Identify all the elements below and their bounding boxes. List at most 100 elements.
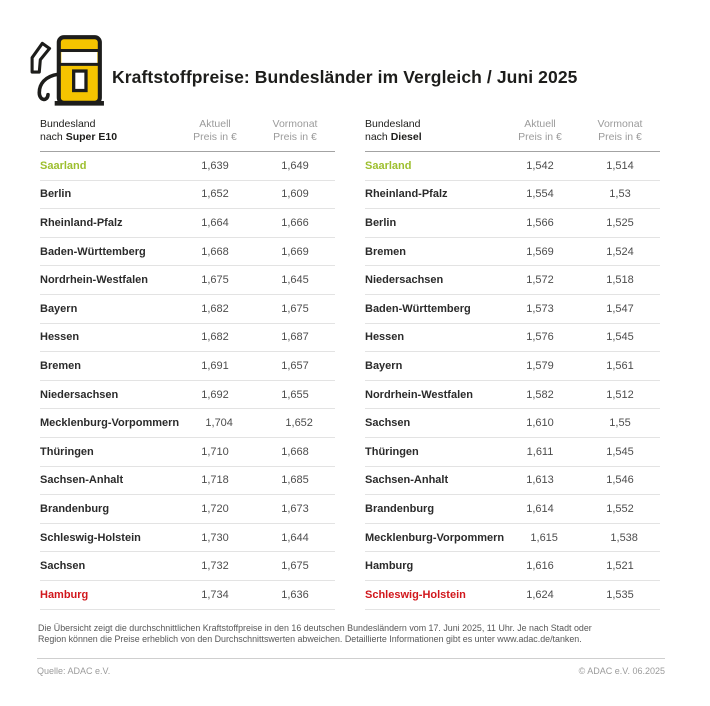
- price-aktuell: 1,611: [526, 445, 554, 458]
- price-aktuell: 1,614: [526, 502, 554, 515]
- price-vormonat: 1,669: [281, 245, 309, 258]
- price-vormonat: 1,675: [281, 302, 309, 315]
- column-header-bundesland: Bundesland nach Super E10: [40, 118, 118, 143]
- state-name: Hessen: [40, 331, 80, 344]
- state-name: Bremen: [40, 359, 81, 372]
- price-aktuell: 1,664: [201, 216, 229, 229]
- table-row: Schleswig-Holstein 1,624 1,535: [365, 581, 660, 610]
- price-vormonat: 1,545: [606, 331, 634, 344]
- table-row: Baden-Württemberg 1,573 1,547: [365, 295, 660, 324]
- price-aktuell: 1,718: [201, 474, 229, 487]
- price-vormonat: 1,538: [610, 531, 638, 544]
- price-vormonat: 1,552: [606, 502, 634, 515]
- page-header: Kraftstoffpreise: Bundesländer im Vergle…: [0, 0, 710, 110]
- price-aktuell: 1,569: [526, 245, 554, 258]
- state-name: Sachsen-Anhalt: [365, 474, 449, 487]
- table-row: Bayern 1,682 1,675: [40, 295, 335, 324]
- table-row: Saarland 1,639 1,649: [40, 152, 335, 181]
- state-name: Mecklenburg-Vorpommern: [40, 417, 180, 430]
- table-row: Berlin 1,566 1,525: [365, 209, 660, 238]
- fuel-name-label: Diesel: [390, 131, 422, 143]
- fuel-name-label: Super E10: [65, 131, 118, 143]
- price-vormonat: 1,666: [281, 216, 309, 229]
- state-name: Rheinland-Pfalz: [365, 188, 448, 201]
- pump-band-lines: [58, 48, 100, 66]
- price-vormonat: 1,53: [609, 188, 631, 201]
- price-table-super-e10: Bundesland nach Super E10 Aktuell Preis …: [40, 118, 335, 610]
- price-aktuell: 1,572: [526, 274, 554, 287]
- table-row: Thüringen 1,611 1,545: [365, 438, 660, 467]
- price-vormonat: 1,525: [606, 216, 634, 229]
- state-name: Bremen: [365, 245, 406, 258]
- price-aktuell: 1,710: [201, 445, 229, 458]
- column-header-vormonat: Vormonat Preis in €: [597, 118, 643, 143]
- table-row: Saarland 1,542 1,514: [365, 152, 660, 181]
- table-row: Nordrhein-Westfalen 1,582 1,512: [365, 381, 660, 410]
- price-aktuell: 1,613: [526, 474, 554, 487]
- table-body-super-e10: Saarland 1,639 1,649 Berlin 1,652 1,609 …: [40, 152, 335, 610]
- price-aktuell: 1,576: [526, 331, 554, 344]
- table-row: Mecklenburg-Vorpommern 1,704 1,652: [40, 409, 335, 438]
- table-row: Baden-Württemberg 1,668 1,669: [40, 238, 335, 267]
- price-vormonat: 1,685: [281, 474, 309, 487]
- price-aktuell: 1,692: [201, 388, 229, 401]
- source-label: Quelle: ADAC e.V.: [37, 665, 111, 676]
- state-name: Mecklenburg-Vorpommern: [365, 531, 505, 544]
- price-aktuell: 1,652: [201, 188, 229, 201]
- state-name: Thüringen: [365, 445, 419, 458]
- state-name: Nordrhein-Westfalen: [40, 274, 148, 287]
- price-aktuell: 1,579: [526, 359, 554, 372]
- price-aktuell: 1,615: [530, 531, 558, 544]
- table-row: Bremen 1,691 1,657: [40, 352, 335, 381]
- state-name: Baden-Württemberg: [40, 245, 146, 258]
- price-vormonat: 1,675: [281, 560, 309, 573]
- price-vormonat: 1,521: [606, 560, 634, 573]
- state-name: Bayern: [40, 302, 78, 315]
- fuel-pump-icon: [30, 35, 104, 106]
- price-vormonat: 1,655: [281, 388, 309, 401]
- price-vormonat: 1,524: [606, 245, 634, 258]
- column-header-aktuell: Aktuell Preis in €: [518, 118, 562, 143]
- price-aktuell: 1,691: [201, 359, 229, 372]
- table-row: Niedersachsen 1,572 1,518: [365, 266, 660, 295]
- price-vormonat: 1,673: [281, 502, 309, 515]
- price-vormonat: 1,535: [606, 588, 634, 601]
- table-row: Sachsen-Anhalt 1,718 1,685: [40, 467, 335, 496]
- price-vormonat: 1,561: [606, 359, 634, 372]
- state-name: Niedersachsen: [365, 274, 444, 287]
- state-name: Hamburg: [365, 560, 414, 573]
- column-header-bundesland: Bundesland nach Diesel: [365, 118, 422, 143]
- price-aktuell: 1,720: [201, 502, 229, 515]
- table-header-diesel: Bundesland nach Diesel Aktuell Preis in …: [365, 118, 660, 152]
- pump-hose-shape: [37, 72, 61, 102]
- price-aktuell: 1,624: [526, 588, 554, 601]
- price-vormonat: 1,514: [606, 159, 634, 172]
- pump-band-shape: [61, 52, 98, 64]
- table-row: Hessen 1,576 1,545: [365, 324, 660, 353]
- column-header-aktuell: Aktuell Preis in €: [193, 118, 237, 143]
- price-vormonat: 1,518: [606, 274, 634, 287]
- table-row: Bremen 1,569 1,524: [365, 238, 660, 267]
- state-name: Brandenburg: [40, 502, 110, 515]
- page-title: Kraftstoffpreise: Bundesländer im Vergle…: [112, 66, 578, 87]
- price-vormonat: 1,687: [281, 331, 309, 344]
- state-name: Saarland: [365, 159, 412, 172]
- state-name: Rheinland-Pfalz: [40, 216, 123, 229]
- state-name: Thüringen: [40, 445, 94, 458]
- state-name: Nordrhein-Westfalen: [365, 388, 473, 401]
- table-row: Brandenburg 1,614 1,552: [365, 495, 660, 524]
- price-vormonat: 1,547: [606, 302, 634, 315]
- price-aktuell: 1,675: [201, 274, 229, 287]
- table-row: Sachsen 1,610 1,55: [365, 409, 660, 438]
- price-vormonat: 1,649: [281, 159, 309, 172]
- price-vormonat: 1,645: [281, 274, 309, 287]
- price-aktuell: 1,554: [526, 188, 554, 201]
- state-name: Hessen: [365, 331, 405, 344]
- price-aktuell: 1,616: [526, 560, 554, 573]
- price-vormonat: 1,512: [606, 388, 634, 401]
- price-aktuell: 1,732: [201, 560, 229, 573]
- price-vormonat: 1,636: [281, 588, 309, 601]
- price-aktuell: 1,639: [201, 159, 229, 172]
- table-row: Rheinland-Pfalz 1,664 1,666: [40, 209, 335, 238]
- state-name: Berlin: [365, 216, 397, 229]
